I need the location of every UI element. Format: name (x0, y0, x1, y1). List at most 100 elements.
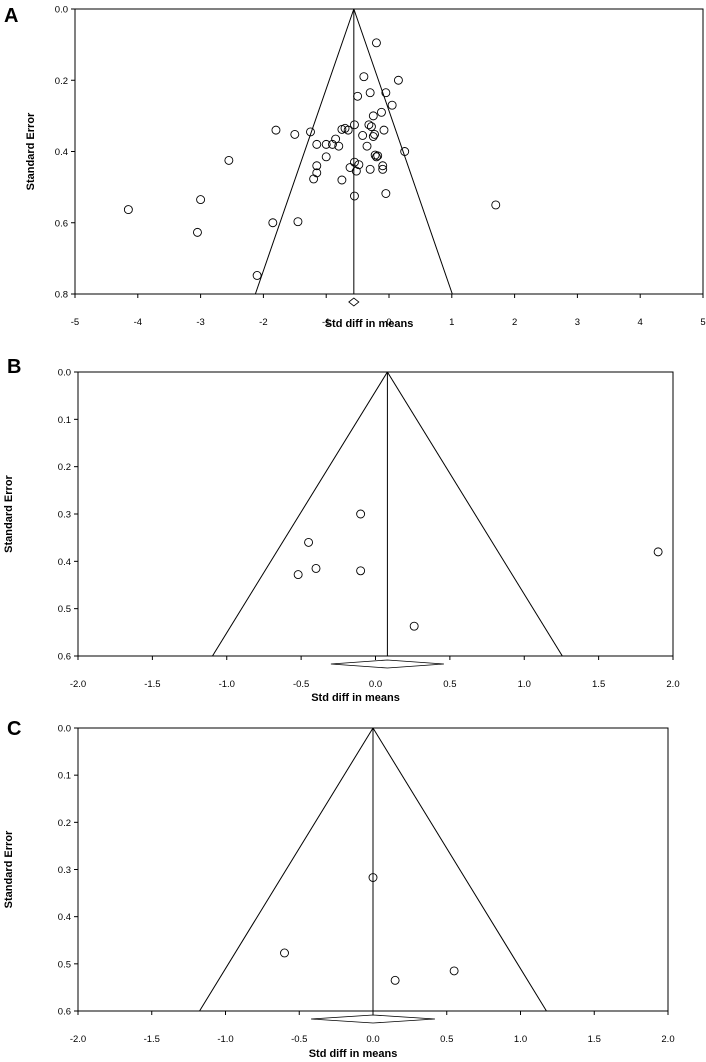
study-point (373, 151, 383, 161)
study-point (321, 152, 331, 162)
study-point (312, 161, 322, 171)
y-tick-label: 0.8 (55, 290, 68, 301)
funnel-left-line (212, 371, 388, 657)
x-tick-label: -1.0 (217, 1034, 233, 1045)
study-point (359, 72, 369, 82)
x-tick-label: -1.5 (144, 679, 160, 690)
x-tick-label: 1.5 (588, 1034, 601, 1045)
study-point (350, 120, 359, 130)
study-point (353, 91, 363, 101)
x-tick-label: 1.5 (592, 679, 605, 690)
study-point (271, 125, 281, 135)
x-axis-label: Std diff in means (311, 692, 400, 704)
study-point (306, 127, 315, 137)
study-point (381, 189, 391, 198)
panel-label: C (7, 718, 21, 740)
study-point (280, 948, 289, 958)
x-tick-label: 2.0 (666, 679, 679, 690)
panel-label: A (4, 5, 18, 27)
study-point (328, 139, 337, 149)
y-tick-label: 0.2 (58, 462, 71, 473)
study-point (224, 155, 234, 165)
x-tick-label: 0 (386, 317, 391, 328)
funnel-plot-c: C 0.0 0.1 0.2 0.3 0.4 0.5 0.6 -2.0 -1.5 -1.0 -0.5 0.… (3, 718, 675, 1060)
funnel-left-line (199, 727, 374, 1012)
study-point (321, 139, 331, 149)
study-point (193, 227, 202, 237)
study-point (381, 88, 391, 98)
funnel-right-line (372, 727, 547, 1012)
study-point (377, 107, 386, 117)
study-point (364, 120, 374, 130)
x-tick-label: -5 (71, 317, 79, 328)
study-point (362, 141, 372, 151)
plot-frame (74, 8, 704, 295)
study-point (356, 509, 366, 519)
y-tick-label: 0.3 (58, 865, 71, 876)
x-tick-label: 0.0 (369, 679, 382, 690)
funnel-left-line (254, 8, 355, 295)
y-tick-label: 0.0 (58, 368, 71, 379)
x-tick-label: -2.0 (70, 1034, 86, 1045)
y-tick-label: 0.2 (58, 818, 71, 829)
study-point (268, 218, 278, 228)
y-tick-label: 0.1 (58, 415, 71, 426)
study-point (354, 160, 364, 170)
study-point (379, 125, 389, 135)
study-point (365, 164, 375, 174)
study-point (378, 161, 388, 171)
study-point (365, 88, 375, 98)
x-tick-label: 0.0 (366, 1034, 379, 1045)
y-tick-label: 0.2 (55, 76, 68, 87)
x-tick-label: 4 (638, 317, 643, 328)
study-point (368, 873, 378, 882)
x-tick-label: -2.0 (70, 679, 86, 690)
summary-diamond (348, 297, 360, 307)
y-tick-label: 0.6 (58, 1007, 71, 1018)
study-point (293, 570, 303, 580)
funnel-right-line (386, 371, 563, 657)
y-tick-label: 0.6 (58, 652, 71, 663)
study-point (311, 563, 321, 573)
study-point (350, 191, 359, 201)
y-tick-label: 0.4 (58, 912, 71, 923)
panel-label: B (7, 356, 21, 378)
x-tick-label: 1.0 (514, 1034, 527, 1045)
study-point (368, 111, 378, 121)
study-point (356, 566, 366, 576)
study-point (366, 122, 376, 132)
x-tick-label: -1 (322, 317, 330, 328)
y-tick-label: 0.4 (58, 557, 71, 568)
y-tick-label: 0.6 (55, 218, 68, 229)
study-point (449, 966, 459, 976)
y-axis-label: Standard Error (25, 112, 37, 190)
x-axis-label: Std diff in means (325, 318, 414, 330)
x-tick-label: 1.0 (518, 679, 531, 690)
x-tick-label: -1.5 (144, 1034, 160, 1045)
x-tick-label: 0.5 (440, 1034, 453, 1045)
study-point (337, 175, 347, 185)
x-tick-label: -3 (196, 317, 204, 328)
x-tick-label: -4 (134, 317, 142, 328)
y-tick-label: 0.0 (58, 724, 71, 735)
study-point (290, 129, 300, 139)
study-point (387, 100, 397, 110)
study-point (491, 200, 501, 210)
x-tick-label: 0.5 (443, 679, 456, 690)
study-point (123, 205, 133, 215)
y-tick-label: 0.1 (58, 771, 71, 782)
x-tick-label: -0.5 (291, 1034, 307, 1045)
study-point (378, 164, 388, 174)
y-axis-label: Standard Error (3, 830, 15, 908)
x-tick-label: 1 (449, 317, 454, 328)
x-axis-label: Std diff in means (309, 1048, 398, 1060)
study-point (309, 174, 319, 184)
y-tick-label: 0.4 (55, 147, 68, 158)
y-tick-label: 0.3 (58, 510, 71, 521)
funnel-plot-a: A 0.0 0.2 0.4 0.6 0.8 -5 -4 -3 -2 -1 0 1 2 3 4 5 Std diff… (4, 5, 706, 331)
study-point (371, 38, 381, 48)
study-point (312, 139, 322, 149)
study-point (371, 152, 381, 162)
x-tick-label: -0.5 (293, 679, 309, 690)
x-tick-label: -2 (259, 317, 267, 328)
